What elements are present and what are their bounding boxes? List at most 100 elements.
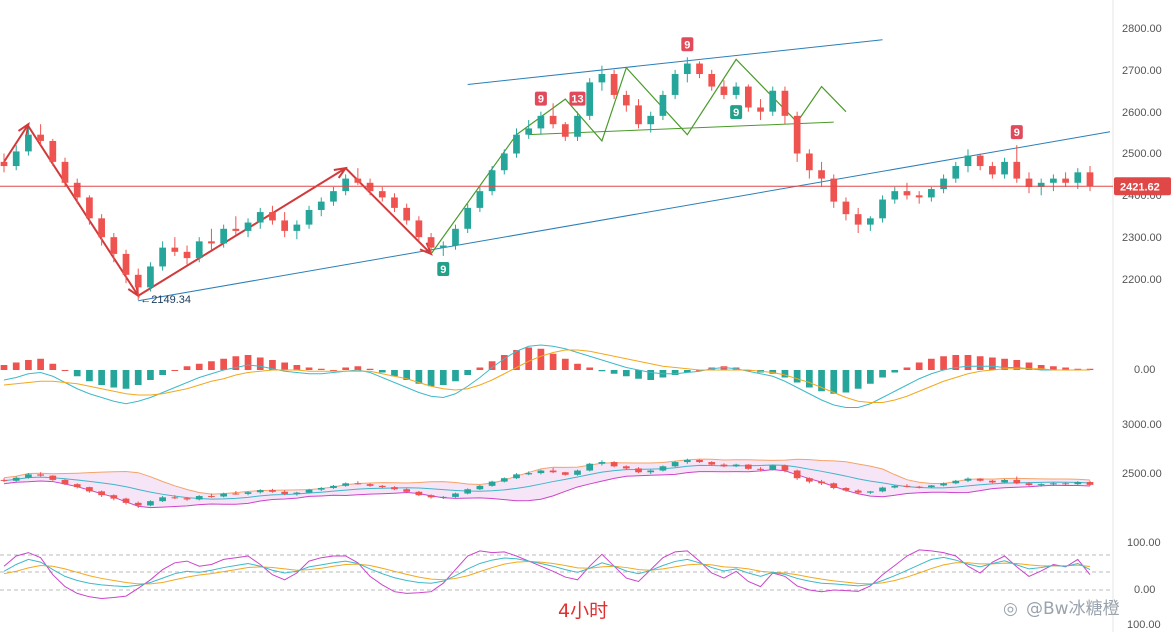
candle (37, 124, 44, 146)
macd-histogram-bar (464, 370, 472, 375)
candle-body (256, 212, 264, 223)
macd-histogram-bar (1025, 362, 1033, 370)
macd-histogram-bar (171, 370, 179, 371)
candle-body (195, 241, 203, 259)
candle (1074, 168, 1082, 190)
candle (781, 86, 789, 125)
boll-candle-body (1086, 482, 1094, 485)
macd-histogram-bar (0, 365, 8, 370)
candle-body (122, 253, 130, 275)
macd-histogram-bar (842, 370, 850, 393)
boll-candle-body (879, 487, 886, 492)
candle-body (928, 189, 935, 198)
boll-candle-body (61, 479, 69, 485)
candle-body (976, 155, 984, 167)
candle (683, 57, 691, 83)
candle-body (757, 107, 764, 112)
boll-candle-body (330, 485, 337, 488)
candle (391, 193, 398, 213)
macd-histogram-bar (110, 370, 118, 388)
boll-candle-body (561, 472, 569, 475)
boll-candle-body (232, 493, 240, 495)
candle-body (513, 134, 520, 154)
candle-body (659, 94, 667, 116)
candle-body (1013, 161, 1021, 179)
wave-arrowhead (17, 122, 30, 137)
candle-body (537, 115, 545, 129)
candle-body (903, 191, 911, 196)
macd-zero-tick: 0.00 (1134, 364, 1155, 376)
candle-body (769, 90, 777, 112)
candle (537, 111, 545, 135)
macd-histogram-bar (671, 370, 679, 375)
boll-candle-body (915, 486, 923, 488)
boll-candle-body (391, 487, 398, 490)
boll-candle-body (378, 485, 386, 488)
macd-histogram-bar (122, 370, 130, 389)
candle-body (61, 161, 69, 183)
candle-body (293, 224, 301, 231)
boll-candle-body (464, 489, 472, 494)
macd-histogram-bar (989, 357, 996, 370)
candle-body (793, 115, 801, 154)
boll-candle-body (159, 497, 166, 502)
candle (805, 149, 813, 179)
candle-body (964, 155, 972, 167)
td-marker: 9 (681, 37, 694, 52)
candle-body (805, 153, 813, 171)
watermark: ◎ @Bw冰糖橙 (1003, 599, 1120, 619)
candle-body (244, 222, 252, 231)
candle-body (171, 247, 179, 252)
candle (842, 197, 850, 221)
candle-body (269, 212, 276, 221)
macd-histogram-bar (769, 370, 777, 374)
candle (976, 153, 984, 171)
boll-candle-body (964, 478, 972, 481)
macd-histogram-bar (940, 356, 947, 370)
candle-body (549, 115, 557, 125)
candle (208, 228, 215, 250)
boll-candle-body (452, 493, 459, 497)
candle (122, 249, 130, 284)
kdj-tick-bottom: 100.00 (1127, 619, 1161, 631)
macd-histogram-bar (574, 363, 581, 370)
candle (622, 90, 630, 112)
macd-histogram-bar (195, 363, 203, 370)
boll-candle-body (256, 490, 264, 493)
candle-body (732, 86, 740, 95)
candle (49, 138, 57, 167)
candle-body (488, 170, 496, 192)
macd-histogram-bar (561, 358, 569, 370)
macd-histogram-bar (183, 366, 191, 370)
macd-histogram-bar (12, 362, 20, 370)
boll-lower-line (3, 469, 1091, 509)
wave-arrow (3, 123, 30, 163)
candle-body (86, 197, 93, 219)
price-tick: 2800.00 (1122, 23, 1162, 35)
boll-candle-body (134, 502, 142, 506)
candle (989, 161, 996, 179)
macd-histogram-bar (891, 370, 899, 373)
candle-body (818, 170, 825, 179)
candle-body (500, 153, 508, 171)
candle-body (330, 191, 337, 202)
candle (744, 84, 752, 112)
candle-body (147, 266, 154, 288)
candle (696, 61, 703, 79)
boll-candle-body (354, 483, 362, 485)
candle-body (952, 166, 960, 179)
candle (574, 111, 581, 141)
macd-histogram-bar (244, 355, 252, 370)
candle-body (232, 228, 240, 231)
boll-candle-body (110, 495, 118, 499)
candle-body (647, 115, 655, 125)
macd-histogram-bar (830, 370, 838, 394)
boll-candle-body (1025, 483, 1033, 485)
boll-candle-body (793, 470, 801, 479)
macd-histogram-bar (488, 361, 496, 370)
td-marker-badge (1010, 125, 1023, 140)
td-marker-label: 13 (571, 94, 583, 106)
price-axis: 2800.00 2700.00 2600.00 2500.00 2400.00 … (1122, 23, 1162, 286)
candle (488, 166, 496, 196)
macd-histogram-bar (915, 362, 923, 370)
